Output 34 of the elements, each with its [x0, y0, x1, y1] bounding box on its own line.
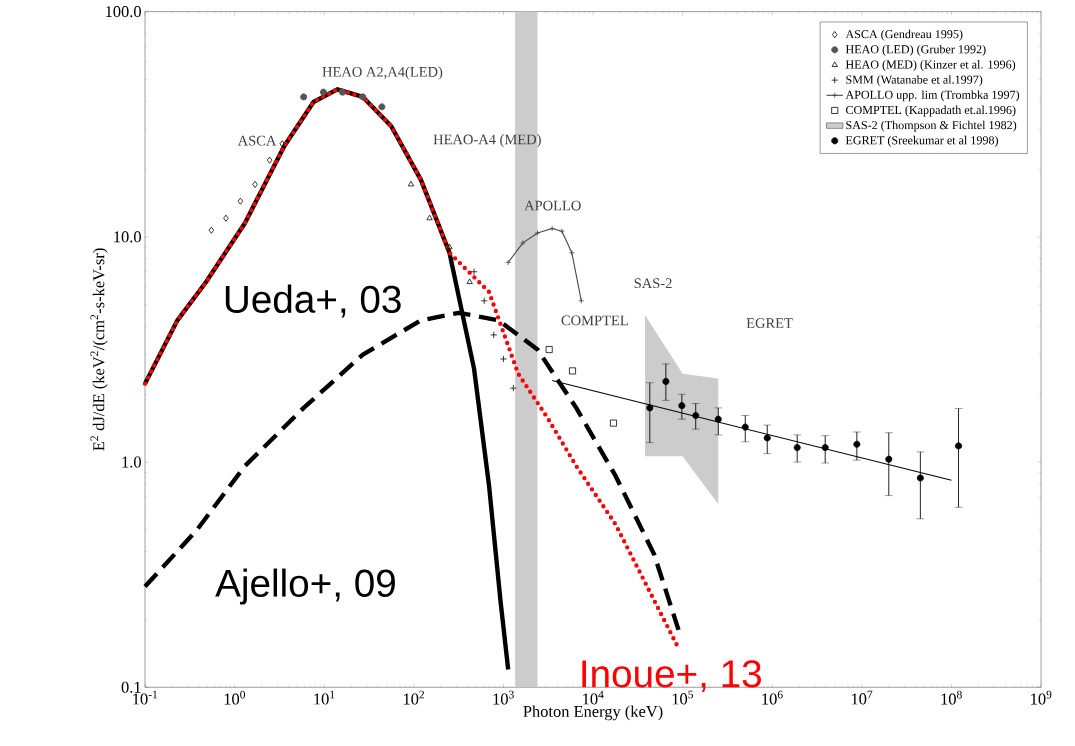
series-label: Ajello+, 09: [215, 568, 395, 605]
legend-label: COMPTEL (Kappadath et.al.1996): [845, 105, 1016, 117]
y-tick-label: 100.0: [106, 6, 141, 18]
y-tick-label: 0.1: [121, 681, 141, 694]
y-tick-label: 10.0: [114, 231, 141, 243]
x-tick-label: 10$^{7}$: [851, 690, 873, 705]
annotation: COMPTEL: [561, 315, 628, 326]
annotation: SAS-2: [634, 278, 672, 289]
legend-label: EGRET (Sreekumar et al 1998): [845, 136, 999, 148]
x-tick-label: 10$^{2}$: [403, 690, 425, 705]
x-tick-label: 10$^{1}$: [314, 690, 335, 705]
x-tick-label: 10$^{6}$: [762, 690, 783, 705]
legend-label: SMM (Watanabe et al.1997): [846, 75, 983, 87]
x-tick-label: 10$^{8}$: [941, 690, 962, 705]
legend-label: SAS-2 (Thompson & Fichtel 1982): [846, 120, 1017, 132]
annotation: EGRET: [746, 318, 793, 329]
series-label: Ueda+, 03: [225, 284, 401, 318]
annotation: ASCA: [237, 136, 277, 146]
annotation: APOLLO: [524, 200, 581, 211]
x-tick-label: 10$^{3}$: [493, 690, 514, 705]
legend-label: APOLLO upp. lim (Trombka 1997): [845, 90, 1020, 102]
legend-label: HEAO (MED) (Kinzer et al. 1996): [845, 60, 1016, 72]
x-tick-label: 10$^{9}$: [1031, 690, 1052, 705]
annotation: HEAO A2,A4(LED): [322, 66, 443, 80]
x-tick-label: 10$^{0}$: [224, 690, 246, 705]
legend-label: HEAO (LED) (Gruber 1992): [845, 45, 986, 57]
legend-label: ASCA (Gendreau 1995): [845, 29, 963, 41]
x-tick-label: 10$^{5}$: [672, 690, 694, 705]
series-label: Inoue+, 13: [582, 660, 761, 693]
x-tick-label: 10$^{4}$: [583, 690, 604, 705]
y-tick-label: 1.0: [122, 456, 141, 468]
x-axis-title: Photon Energy (keV): [523, 705, 663, 721]
annotation: HEAO-A4 (MED): [433, 134, 541, 148]
y-axis-title: E$^{2}$ dJ/dE (keV$^{2}$/(cm$^{2}$-s-keV-sr): [90, 248, 108, 451]
